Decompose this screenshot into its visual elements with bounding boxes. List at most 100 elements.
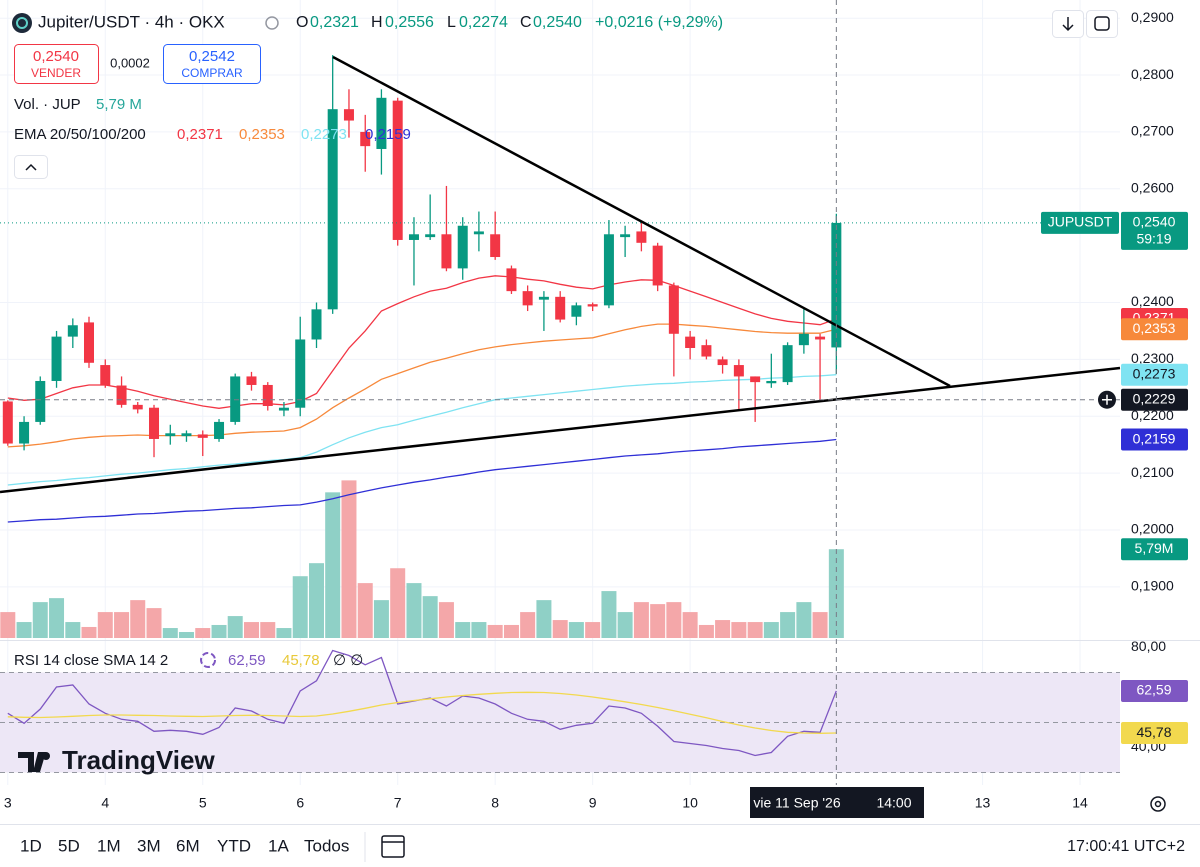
trend-line	[332, 55, 951, 388]
x-tick-label: 4	[101, 795, 109, 811]
candle-body	[360, 131, 371, 147]
buy-button[interactable]	[163, 44, 261, 84]
countdown: 59:19	[1136, 231, 1171, 247]
candle-body	[701, 345, 712, 357]
x-tick-label: 14	[1072, 795, 1088, 811]
timeframe-button[interactable]: Todos	[304, 836, 349, 855]
volume-bar	[682, 612, 698, 638]
timeframe-button[interactable]: 1D	[20, 836, 42, 855]
candle-body	[831, 222, 842, 348]
candle-body	[311, 309, 322, 340]
candle-body	[100, 365, 111, 386]
volume-bar	[617, 612, 633, 638]
volume-bar	[211, 624, 227, 638]
timeframe-button[interactable]: 6M	[176, 836, 200, 855]
rsi-pane	[0, 649, 1120, 773]
volume-bar	[49, 598, 65, 638]
candle-body	[555, 296, 566, 320]
crosshair-time-box	[750, 787, 924, 818]
price-label-box	[1121, 388, 1188, 411]
timeframe-button[interactable]: YTD	[217, 836, 251, 855]
calendar-icon[interactable]	[381, 835, 405, 858]
y-tick-label: 0,2100	[1131, 464, 1174, 480]
y-tick-label: 0,2400	[1131, 293, 1174, 309]
candle-body	[522, 291, 533, 306]
symbol-icon	[16, 17, 28, 29]
volume-pane	[0, 480, 844, 638]
volume-bar	[731, 622, 747, 638]
candles	[0, 55, 1120, 523]
settings-icon[interactable]	[1150, 796, 1166, 812]
fullscreen-button[interactable]	[1086, 10, 1118, 38]
trend-line	[0, 366, 1121, 494]
crosshair-plus	[1102, 394, 1112, 405]
candle-body	[685, 336, 696, 348]
x-tick-label: 10	[682, 795, 698, 811]
logo: TradingView	[62, 745, 215, 775]
fullscreen-icon	[1094, 16, 1110, 31]
x-tick-label: 13	[975, 795, 991, 811]
candle-body	[295, 339, 306, 408]
ohlc-value: 0,2321	[310, 14, 359, 31]
labels: Jupiter/USDT · 4h · OKX O 0,2321 H 0,255…	[4, 9, 1188, 862]
sell-button[interactable]	[14, 44, 99, 84]
volume-bar	[0, 612, 16, 638]
volume-bar	[503, 624, 519, 638]
volume-bar	[32, 602, 48, 638]
ema-line	[7, 323, 837, 448]
price-label: 0,2353	[1133, 320, 1176, 336]
ema-line	[7, 438, 837, 523]
volume-bar	[16, 622, 32, 638]
candle-body	[815, 336, 826, 340]
volume-bar	[650, 604, 666, 638]
candle-body	[343, 109, 354, 121]
logo-mark	[42, 752, 50, 760]
candle-body	[278, 407, 289, 411]
candle-body	[51, 336, 62, 381]
volume-bar	[406, 583, 422, 638]
volume-bar	[373, 600, 389, 638]
candle-body	[116, 385, 127, 405]
candle-body	[262, 384, 273, 406]
symbol-tag-text: JUPUSDT	[1048, 214, 1113, 230]
timeframe-button[interactable]: 1M	[97, 836, 121, 855]
volume-bar	[536, 600, 552, 638]
rsi-icon	[200, 652, 216, 668]
collapse-icon	[25, 163, 37, 171]
collapse-button[interactable]	[14, 155, 48, 179]
price-label-box	[1121, 538, 1188, 561]
candle-body	[19, 421, 30, 444]
volume-bar	[341, 480, 357, 638]
candle-body	[506, 268, 517, 292]
volume-bar	[114, 612, 130, 638]
price-label: 5,79M	[1135, 540, 1174, 556]
volume-bar	[487, 624, 503, 638]
volume-bar	[357, 583, 373, 638]
volume-bar	[796, 602, 812, 638]
candle-body	[750, 376, 761, 383]
scroll-icon	[1062, 17, 1074, 32]
timeframe-button[interactable]: 5D	[58, 836, 80, 855]
candle-body	[392, 100, 403, 240]
volume-bar	[146, 608, 162, 638]
volume-bar	[65, 622, 81, 638]
volume-bar	[568, 622, 584, 638]
crosshair-time: 14:00	[876, 795, 911, 811]
candle-body	[376, 97, 387, 149]
timeframe-button[interactable]: 3M	[137, 836, 161, 855]
timeframe-button[interactable]: 1A	[268, 836, 289, 855]
candle-body	[35, 380, 46, 422]
candle-body	[230, 376, 241, 422]
rsi-legend: RSI 14 close SMA 14 2	[14, 652, 168, 669]
candle-body	[214, 421, 225, 439]
candle-body	[636, 231, 647, 243]
volume-legend: Vol. · JUP	[14, 96, 81, 113]
ohlc-key: L	[447, 14, 456, 31]
x-tick-label: 8	[491, 795, 499, 811]
volume-bar	[243, 622, 259, 638]
candle-body	[2, 401, 13, 444]
volume-bar	[422, 596, 438, 638]
ohlc-value: 0,2274	[459, 14, 508, 31]
sell-price: 0,2540	[33, 48, 79, 65]
